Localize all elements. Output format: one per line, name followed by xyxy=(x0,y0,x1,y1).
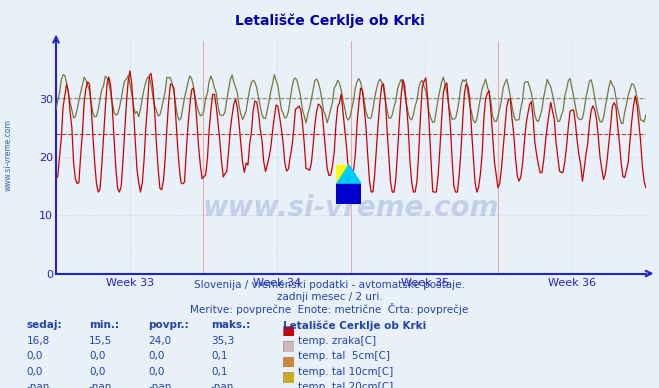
Text: 0,0: 0,0 xyxy=(148,367,165,377)
Text: 0,0: 0,0 xyxy=(148,351,165,361)
Text: maks.:: maks.: xyxy=(211,320,250,330)
Polygon shape xyxy=(336,165,349,184)
Text: 15,5: 15,5 xyxy=(89,336,112,346)
Text: zadnji mesec / 2 uri.: zadnji mesec / 2 uri. xyxy=(277,292,382,302)
Text: sedaj:: sedaj: xyxy=(26,320,62,330)
Text: 35,3: 35,3 xyxy=(211,336,234,346)
Text: 16,8: 16,8 xyxy=(26,336,49,346)
Text: 0,0: 0,0 xyxy=(89,367,105,377)
Text: 24,0: 24,0 xyxy=(148,336,171,346)
Text: 0,0: 0,0 xyxy=(26,351,43,361)
Text: Slovenija / vremenski podatki - avtomatske postaje.: Slovenija / vremenski podatki - avtomats… xyxy=(194,280,465,290)
Text: -nan: -nan xyxy=(211,382,234,388)
Text: -nan: -nan xyxy=(89,382,112,388)
Polygon shape xyxy=(336,165,361,184)
Text: www.si-vreme.com: www.si-vreme.com xyxy=(4,119,13,191)
Text: temp. tal 20cm[C]: temp. tal 20cm[C] xyxy=(298,382,393,388)
Text: Letališče Cerklje ob Krki: Letališče Cerklje ob Krki xyxy=(283,320,426,331)
Text: Letališče Cerklje ob Krki: Letališče Cerklje ob Krki xyxy=(235,14,424,28)
Text: 0,1: 0,1 xyxy=(211,351,227,361)
Text: 0,0: 0,0 xyxy=(26,367,43,377)
Text: min.:: min.: xyxy=(89,320,119,330)
Text: -nan: -nan xyxy=(26,382,49,388)
Text: temp. tal 10cm[C]: temp. tal 10cm[C] xyxy=(298,367,393,377)
Text: temp. zraka[C]: temp. zraka[C] xyxy=(298,336,376,346)
Text: 0,1: 0,1 xyxy=(211,367,227,377)
Text: povpr.:: povpr.: xyxy=(148,320,189,330)
Text: -nan: -nan xyxy=(148,382,171,388)
Text: temp. tal  5cm[C]: temp. tal 5cm[C] xyxy=(298,351,390,361)
Polygon shape xyxy=(336,184,361,204)
Text: Meritve: povprečne  Enote: metrične  Črta: povprečje: Meritve: povprečne Enote: metrične Črta:… xyxy=(190,303,469,315)
Text: www.si-vreme.com: www.si-vreme.com xyxy=(203,194,499,222)
Text: 0,0: 0,0 xyxy=(89,351,105,361)
